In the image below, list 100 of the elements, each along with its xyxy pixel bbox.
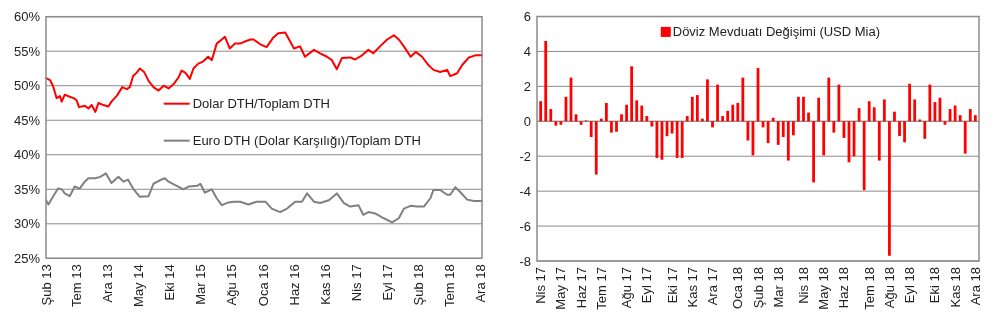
bar xyxy=(888,121,891,256)
y-tick-label: 50% xyxy=(13,78,41,94)
x-tick-label: Ağu 15 xyxy=(224,264,240,306)
y-tick-label: -4 xyxy=(519,183,531,199)
x-tick-label: Mar 15 xyxy=(193,264,209,305)
bar xyxy=(620,114,623,122)
bar xyxy=(711,121,714,128)
bar xyxy=(862,121,866,191)
bar xyxy=(615,121,618,132)
y-tick-label: -8 xyxy=(519,253,531,269)
bar xyxy=(706,79,709,122)
bar xyxy=(786,121,790,161)
x-tick-label: Eyl 18 xyxy=(902,267,918,304)
bar xyxy=(953,105,957,122)
bar xyxy=(898,121,901,137)
bar xyxy=(812,121,815,183)
x-tick-label: Şub 18 xyxy=(410,264,426,306)
x-tick-label: Ara 18 xyxy=(472,264,488,303)
bar xyxy=(797,96,800,122)
x-tick-label: Nis 17 xyxy=(533,267,549,304)
bar xyxy=(913,99,917,122)
bar xyxy=(675,121,679,158)
bar xyxy=(721,116,725,122)
x-tick-label: May 18 xyxy=(816,267,832,310)
bar xyxy=(827,77,831,122)
bar xyxy=(726,110,730,122)
x-tick-label: Ara 18 xyxy=(967,267,983,306)
bar xyxy=(832,121,836,133)
x-tick-label: Oca 16 xyxy=(255,264,271,307)
bar xyxy=(802,96,805,122)
bar xyxy=(610,121,613,133)
bar xyxy=(650,121,654,127)
y-tick-label: 25% xyxy=(13,250,41,266)
bar xyxy=(559,121,563,125)
bar xyxy=(549,109,553,122)
x-tick-label: May 14 xyxy=(131,264,147,307)
x-tick-label: Haz 18 xyxy=(836,267,852,309)
x-tick-label: Tem 17 xyxy=(593,267,609,310)
bar xyxy=(882,99,886,122)
x-tick-label: Tem 18 xyxy=(441,264,457,307)
bar xyxy=(903,121,906,143)
bar xyxy=(640,105,644,122)
bar xyxy=(867,101,871,122)
bar xyxy=(776,121,780,145)
line-series xyxy=(45,31,483,113)
y-tick-label: -6 xyxy=(519,218,531,234)
bar xyxy=(604,102,608,122)
bar xyxy=(872,107,876,122)
x-tick-label: Nis 18 xyxy=(796,267,812,304)
bar xyxy=(625,104,628,122)
x-tick-label: Ara 13 xyxy=(100,264,116,303)
y-tick-label: 55% xyxy=(13,43,41,59)
bar xyxy=(695,95,699,122)
bar xyxy=(544,40,548,122)
bar xyxy=(822,121,826,156)
bar xyxy=(594,121,598,175)
bar xyxy=(539,101,543,122)
legend-label: Dolar DTH/Toplam DTH xyxy=(192,96,330,112)
x-tick-label: Şub 13 xyxy=(38,264,54,306)
bar xyxy=(807,112,810,122)
bar xyxy=(635,100,639,122)
bar xyxy=(731,104,735,122)
bar xyxy=(716,84,719,122)
x-tick-label: Oca 18 xyxy=(730,267,746,309)
y-tick-label: 40% xyxy=(13,147,41,163)
bar xyxy=(791,121,795,136)
bar xyxy=(771,117,775,122)
bar xyxy=(923,121,927,139)
bar xyxy=(690,96,694,122)
bar xyxy=(680,121,684,158)
bar xyxy=(893,111,896,122)
x-tick-label: Ara 17 xyxy=(705,267,721,306)
bar xyxy=(736,102,740,122)
x-tick-label: Nis 17 xyxy=(348,264,364,302)
bar xyxy=(908,83,912,122)
x-tick-label: Haz 16 xyxy=(286,264,302,306)
y-tick-label: 0 xyxy=(523,113,531,129)
y-tick-label: 6 xyxy=(523,9,531,25)
y-tick-label: 35% xyxy=(13,181,41,197)
x-tick-label: Kas 17 xyxy=(684,267,700,308)
x-tick-label: Haz 17 xyxy=(573,267,589,309)
x-tick-label: Mar 18 xyxy=(770,267,786,308)
bar xyxy=(928,84,932,122)
x-tick-label: Eyl 17 xyxy=(639,267,655,304)
bar xyxy=(741,77,745,122)
bar xyxy=(630,66,634,122)
x-tick-label: Eki 18 xyxy=(927,267,943,304)
x-tick-label: Eki 17 xyxy=(664,267,680,304)
y-tick-label: -2 xyxy=(519,148,531,164)
x-tick-label: Eki 14 xyxy=(162,264,178,301)
bar xyxy=(968,109,972,122)
legend-label: Euro DTH (Dolar Karşılığı)/Toplam DTH xyxy=(192,133,421,149)
y-tick-label: 60% xyxy=(13,9,41,25)
bar xyxy=(817,97,821,122)
x-tick-label: Kas 18 xyxy=(947,267,963,308)
legend-label: Döviz Mevduatı Değişimi (USD Mia) xyxy=(672,24,881,40)
x-tick-label: Tem 13 xyxy=(69,264,85,307)
bar xyxy=(781,121,785,137)
bar xyxy=(554,121,558,126)
x-tick-label: Ağu 18 xyxy=(881,267,897,309)
